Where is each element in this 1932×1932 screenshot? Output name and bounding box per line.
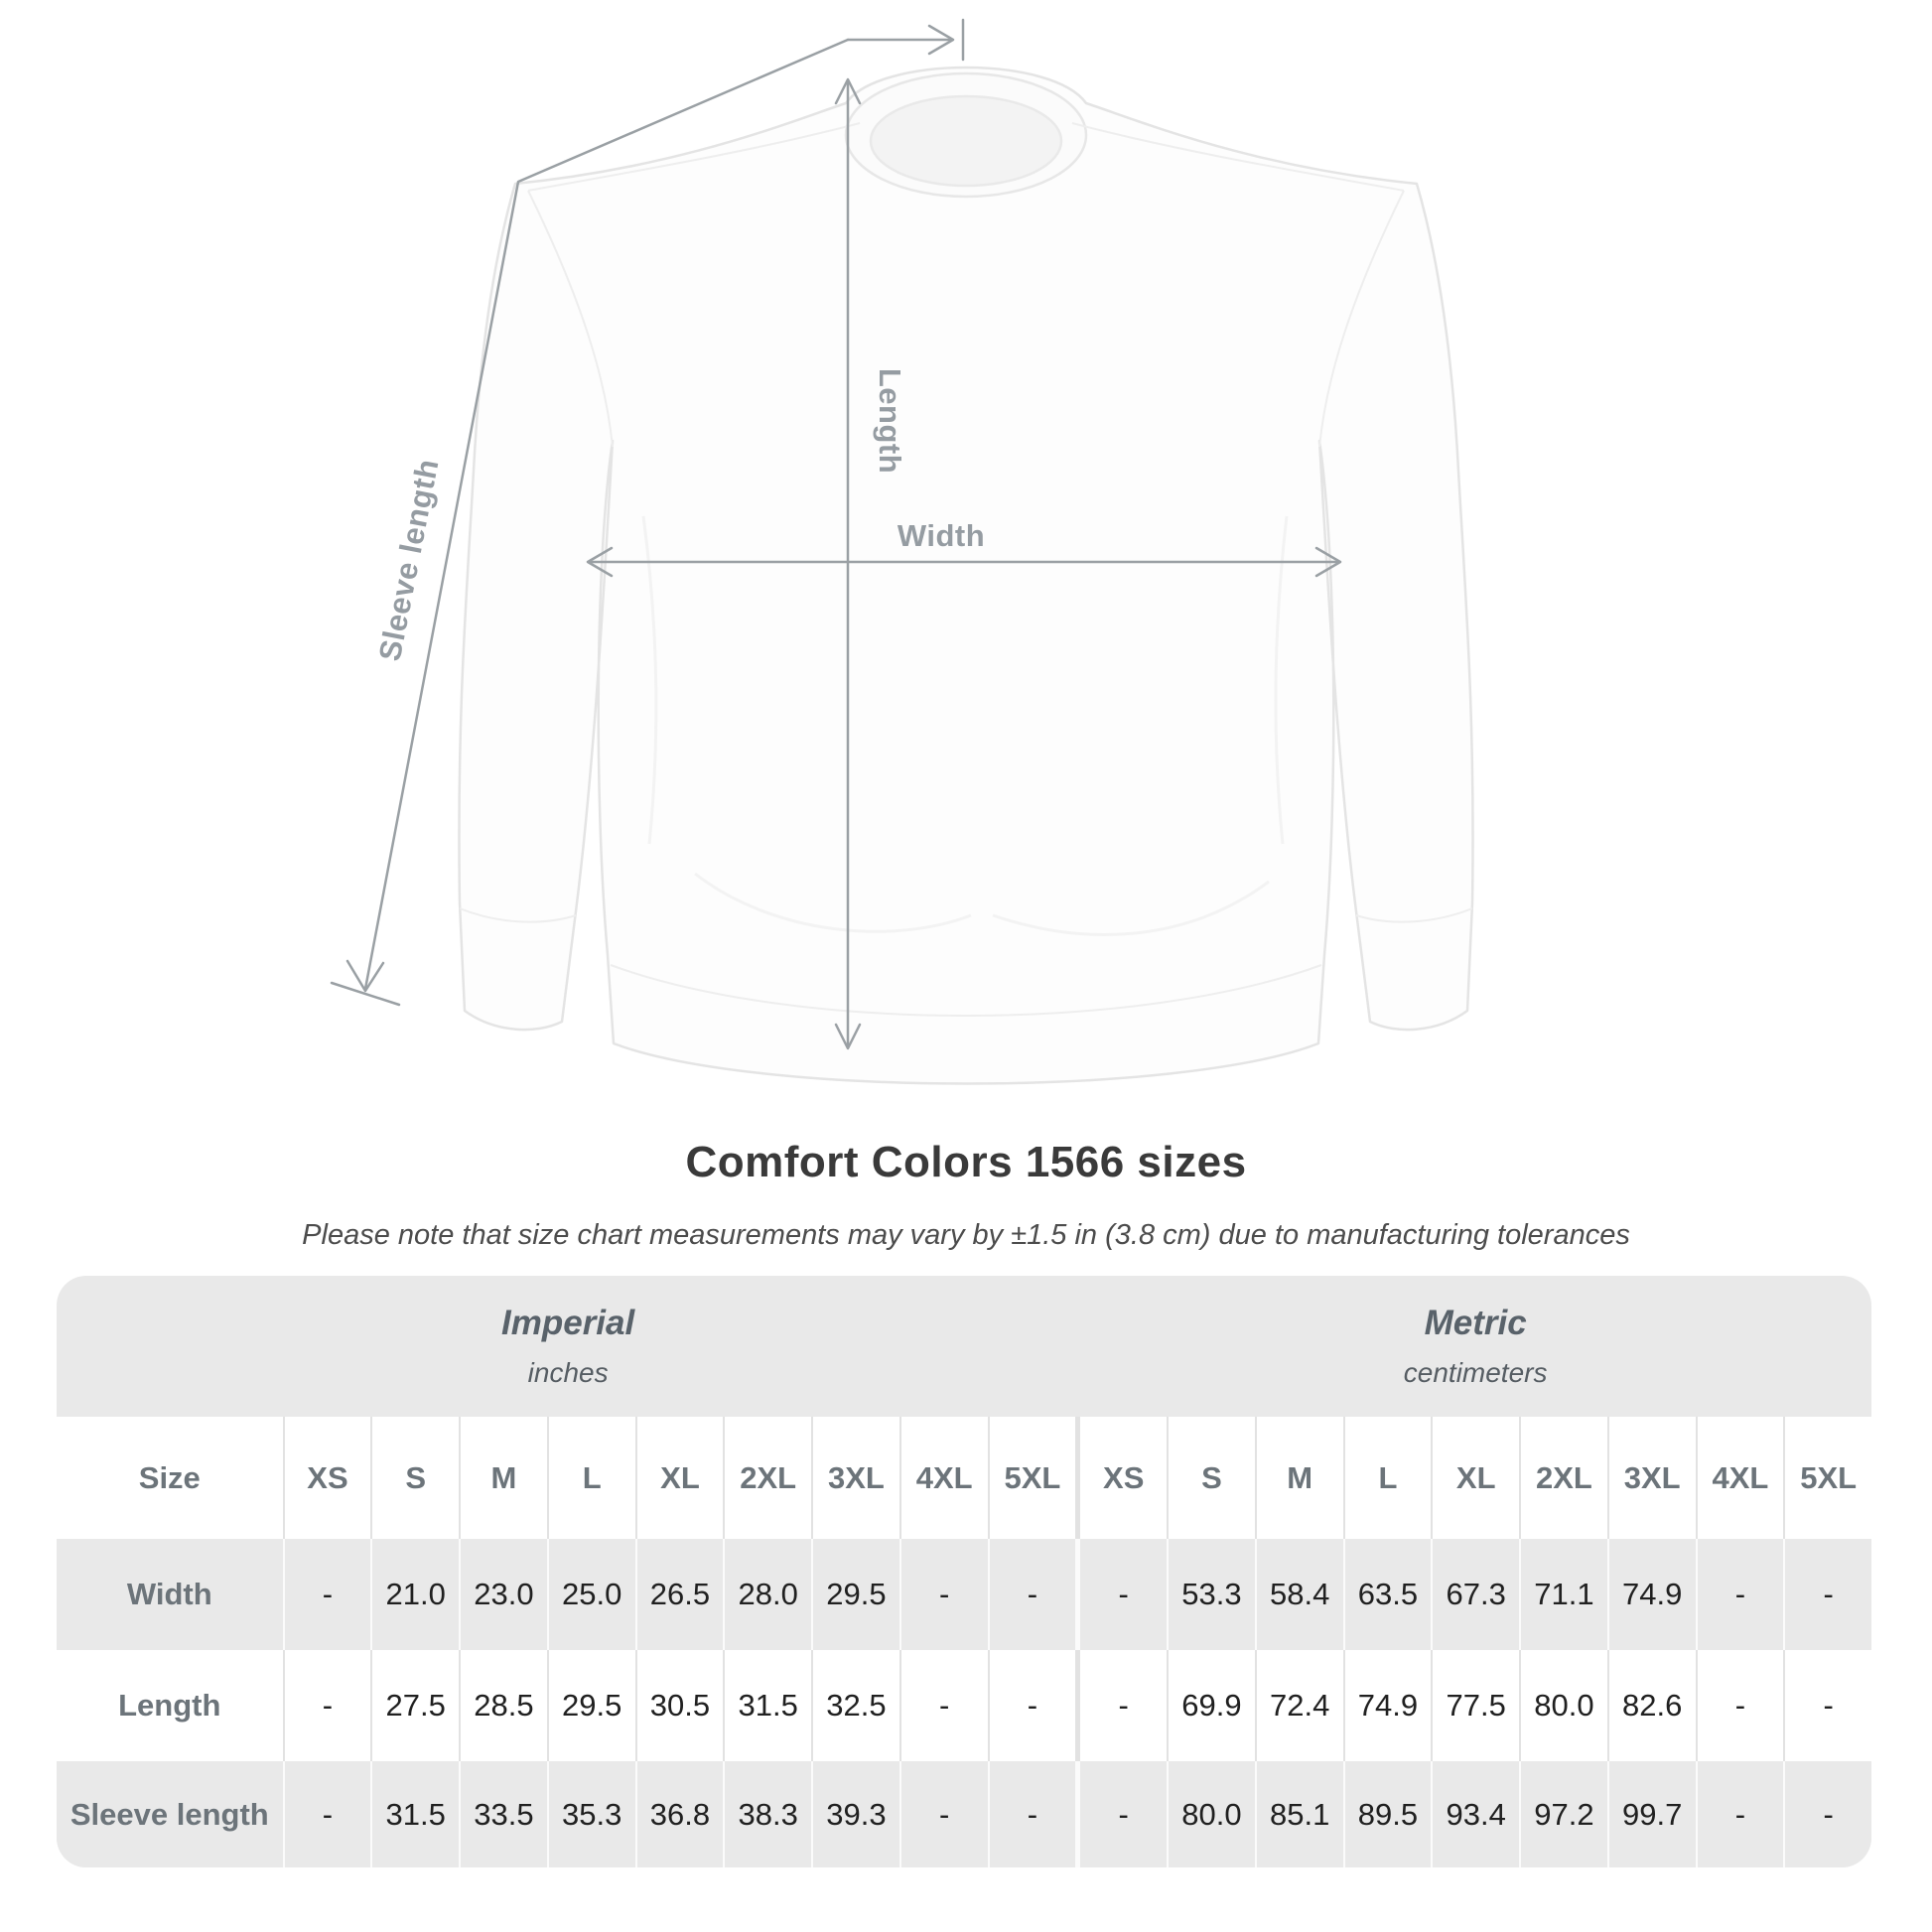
metric-cell: 5XL xyxy=(1783,1417,1871,1539)
imperial-cell: 29.5 xyxy=(546,1650,635,1761)
imperial-cell: 26.5 xyxy=(634,1539,724,1650)
sleeve-length-label: Sleeve length xyxy=(372,456,446,663)
metric-cell: 58.4 xyxy=(1254,1539,1343,1650)
unit-header-row: Imperial inches Metric centimeters xyxy=(57,1276,1871,1417)
metric-unit-label: centimeters xyxy=(1403,1357,1548,1388)
metric-cell: 72.4 xyxy=(1254,1650,1343,1761)
row-label: Width xyxy=(126,1577,212,1611)
row-label: Sleeve length xyxy=(69,1796,269,1832)
row-label: Length xyxy=(118,1688,221,1723)
imperial-cell: 29.5 xyxy=(811,1539,899,1650)
metric-cell: 89.5 xyxy=(1342,1761,1432,1867)
sweatshirt-illustration xyxy=(458,66,1474,1085)
size-column-label: Size xyxy=(138,1459,201,1495)
metric-cell: 99.7 xyxy=(1606,1761,1696,1867)
metric-label: Metric xyxy=(1424,1304,1527,1342)
metric-cell: - xyxy=(1075,1539,1167,1650)
imperial-cell: - xyxy=(898,1650,988,1761)
metric-cell: - xyxy=(1075,1650,1167,1761)
imperial-cell: XL xyxy=(634,1417,724,1539)
length-row: Length -27.5 28.5 29.5 30.5 31.5 32.5- - -69.9 72… xyxy=(57,1650,1871,1761)
imperial-cell: 33.5 xyxy=(459,1761,547,1867)
imperial-cell: 2XL xyxy=(723,1417,811,1539)
length-arrow xyxy=(834,77,862,1050)
metric-cell: L xyxy=(1342,1417,1432,1539)
metric-cell: 2XL xyxy=(1519,1417,1607,1539)
imperial-cell: - xyxy=(898,1539,988,1650)
width-arrow xyxy=(586,546,1342,578)
metric-cell: 77.5 xyxy=(1431,1650,1519,1761)
metric-cell: - xyxy=(1695,1761,1784,1867)
page-title: Comfort Colors 1566 sizes xyxy=(685,1138,1247,1186)
metric-cell: 93.4 xyxy=(1431,1761,1519,1867)
imperial-cell: - xyxy=(987,1539,1076,1650)
imperial-cell: - xyxy=(282,1539,371,1650)
metric-cell: 4XL xyxy=(1695,1417,1784,1539)
sleeve-length-row: Sleeve length -31.5 33.5 35.3 36.8 38.3 39.3- -… xyxy=(57,1761,1871,1867)
metric-cell: 80.0 xyxy=(1519,1650,1607,1761)
imperial-label: Imperial xyxy=(501,1304,635,1342)
metric-cell: 71.1 xyxy=(1519,1539,1607,1650)
metric-cell: 82.6 xyxy=(1606,1650,1696,1761)
metric-cell: 67.3 xyxy=(1431,1539,1519,1650)
width-label: Width xyxy=(897,518,985,553)
imperial-cell: 4XL xyxy=(898,1417,988,1539)
metric-cell: XS xyxy=(1075,1417,1167,1539)
metric-cell: - xyxy=(1783,1650,1871,1761)
imperial-cell: 23.0 xyxy=(459,1539,547,1650)
imperial-cell: 39.3 xyxy=(811,1761,899,1867)
metric-cell: 80.0 xyxy=(1167,1761,1255,1867)
metric-cell: - xyxy=(1783,1761,1871,1867)
imperial-cell: L xyxy=(546,1417,635,1539)
imperial-cell: XS xyxy=(282,1417,371,1539)
metric-cell: 69.9 xyxy=(1167,1650,1255,1761)
imperial-cell: 5XL xyxy=(987,1417,1076,1539)
metric-cell: 63.5 xyxy=(1342,1539,1432,1650)
metric-cell: - xyxy=(1783,1539,1871,1650)
imperial-cell: M xyxy=(459,1417,547,1539)
imperial-cell: 36.8 xyxy=(634,1761,724,1867)
metric-cell: 3XL xyxy=(1606,1417,1696,1539)
size-header-row: Size XS S M L XL 2XL 3XL 4XL 5XL XS S M L XL 2XL 3XL 4XL 5… xyxy=(57,1417,1871,1539)
imperial-cell: S xyxy=(370,1417,459,1539)
imperial-cell: 27.5 xyxy=(370,1650,459,1761)
width-row: Width -21.0 23.0 25.0 26.5 28.0 29.5- - -53.3 58.… xyxy=(57,1539,1871,1650)
sweatshirt-measurement-diagram: Length Width Sleeve length xyxy=(330,18,1474,1085)
size-chart-table: Imperial inches Metric centimeters Size X… xyxy=(57,1276,1871,1867)
sleeve-length-arrow xyxy=(330,18,965,1007)
imperial-cell: 35.3 xyxy=(546,1761,635,1867)
unit-group-metric: Metric centimeters xyxy=(1079,1276,1871,1417)
imperial-cell: 38.3 xyxy=(723,1761,811,1867)
metric-cell: - xyxy=(1075,1761,1167,1867)
imperial-cell: 25.0 xyxy=(546,1539,635,1650)
imperial-cell: 28.0 xyxy=(723,1539,811,1650)
imperial-cell: 30.5 xyxy=(634,1650,724,1761)
imperial-cell: 32.5 xyxy=(811,1650,899,1761)
imperial-cell: - xyxy=(898,1761,988,1867)
imperial-cell: - xyxy=(282,1761,371,1867)
imperial-cell: 28.5 xyxy=(459,1650,547,1761)
metric-cell: S xyxy=(1167,1417,1255,1539)
metric-cell: 74.9 xyxy=(1606,1539,1696,1650)
metric-cell: XL xyxy=(1431,1417,1519,1539)
unit-group-imperial: Imperial inches xyxy=(57,1276,1079,1417)
imperial-cell: 31.5 xyxy=(370,1761,459,1867)
length-label: Length xyxy=(873,368,907,474)
metric-cell: 74.9 xyxy=(1342,1650,1432,1761)
metric-cell: 53.3 xyxy=(1167,1539,1255,1650)
imperial-unit-label: inches xyxy=(527,1357,609,1388)
imperial-cell: - xyxy=(987,1761,1076,1867)
imperial-cell: 3XL xyxy=(811,1417,899,1539)
imperial-cell: 21.0 xyxy=(370,1539,459,1650)
metric-cell: M xyxy=(1254,1417,1343,1539)
metric-cell: 97.2 xyxy=(1519,1761,1607,1867)
imperial-cell: - xyxy=(987,1650,1076,1761)
metric-cell: - xyxy=(1695,1539,1784,1650)
imperial-cell: 31.5 xyxy=(723,1650,811,1761)
tolerance-note: Please note that size chart measurements… xyxy=(302,1219,1630,1251)
metric-cell: 85.1 xyxy=(1254,1761,1343,1867)
metric-cell: - xyxy=(1695,1650,1784,1761)
imperial-cell: - xyxy=(282,1650,371,1761)
